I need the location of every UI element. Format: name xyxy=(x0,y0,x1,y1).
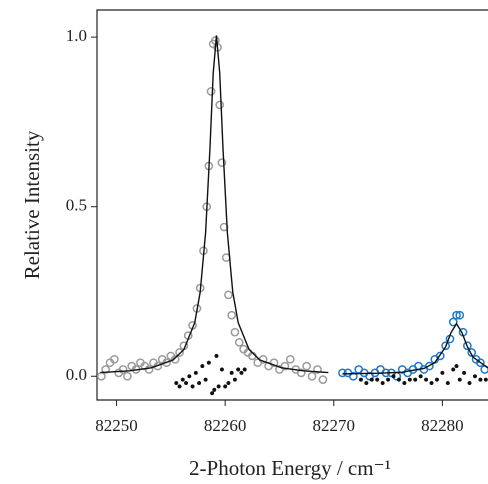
data-point xyxy=(463,341,472,351)
y-tick-label: 0.5 xyxy=(66,196,87,215)
residual-point xyxy=(226,380,231,386)
fit-line xyxy=(342,322,488,375)
residual-point xyxy=(407,377,412,382)
residual-point xyxy=(413,377,418,382)
residual-point xyxy=(380,380,385,386)
residual-point xyxy=(440,370,445,375)
residual-point xyxy=(203,377,208,382)
data-point xyxy=(441,341,450,351)
residual-point xyxy=(375,377,380,382)
data-point xyxy=(280,361,290,371)
data-point xyxy=(296,368,306,378)
residual-point xyxy=(472,374,478,379)
residual-point xyxy=(483,377,488,382)
data-point xyxy=(101,365,111,374)
residual-point xyxy=(219,367,224,372)
residual-point xyxy=(451,367,456,372)
data-point xyxy=(96,371,106,381)
data-point xyxy=(234,337,244,347)
data-point xyxy=(448,317,458,327)
residual-point xyxy=(402,380,407,386)
residual-point xyxy=(223,384,228,389)
x-tick-label: 82270 xyxy=(313,416,356,435)
residual-point xyxy=(206,360,211,365)
x-tick-label: 82260 xyxy=(204,416,247,435)
residual-point xyxy=(454,364,459,369)
data-point xyxy=(338,368,347,378)
data-point xyxy=(285,354,295,364)
data-point xyxy=(175,348,184,357)
residual-point xyxy=(358,377,363,382)
data-point xyxy=(162,358,171,368)
residual-point xyxy=(232,377,237,382)
residual-point xyxy=(445,380,450,386)
fit-line xyxy=(100,35,329,374)
residual-point xyxy=(424,377,429,382)
data-point xyxy=(215,100,225,110)
data-point xyxy=(123,371,132,381)
residual-point xyxy=(197,380,202,386)
data-point xyxy=(425,361,434,371)
residual-point xyxy=(212,387,217,392)
residual-point xyxy=(193,370,198,375)
residual-point xyxy=(174,380,179,386)
residual-point xyxy=(467,380,472,386)
data-point xyxy=(170,354,180,364)
residual-point xyxy=(236,367,241,372)
residual-point xyxy=(200,364,205,369)
data-point xyxy=(348,371,358,381)
y-axis-label: Relative Intensity xyxy=(20,130,44,279)
residual-point xyxy=(429,380,434,386)
x-axis-label: 2-Photon Energy / cm⁻¹ xyxy=(189,456,391,480)
residual-point xyxy=(462,370,467,375)
data-point xyxy=(118,365,128,374)
data-point xyxy=(227,310,237,320)
residual-point xyxy=(216,384,221,389)
residual-point xyxy=(190,384,195,389)
y-tick-label: 1.0 xyxy=(66,26,87,45)
residual-point xyxy=(177,384,182,389)
residual-point xyxy=(239,370,244,375)
residual-point xyxy=(180,377,185,382)
residual-point xyxy=(391,374,396,379)
residual-point xyxy=(386,377,391,382)
residual-point xyxy=(418,374,423,379)
data-point xyxy=(455,310,465,320)
residual-point xyxy=(369,377,374,382)
residual-point xyxy=(364,380,369,386)
residual-point xyxy=(396,377,401,382)
residual-point xyxy=(242,367,247,372)
residual-point xyxy=(210,391,215,396)
x-tick-label: 82250 xyxy=(95,416,138,435)
data-point xyxy=(313,365,322,374)
axis-frame xyxy=(96,9,488,401)
data-point xyxy=(224,290,233,300)
data-point xyxy=(230,327,240,337)
data-point xyxy=(217,158,227,167)
data-point xyxy=(318,375,328,385)
x-tick-label: 82280 xyxy=(421,416,464,435)
y-tick-label: 0.0 xyxy=(66,365,87,384)
residual-point xyxy=(229,370,234,375)
data-point xyxy=(144,365,154,374)
data-point xyxy=(307,371,317,381)
data-point xyxy=(452,310,461,320)
residual-point xyxy=(214,353,219,358)
data-point xyxy=(269,358,279,368)
residual-point xyxy=(187,374,192,379)
data-point xyxy=(110,354,119,364)
data-point xyxy=(206,87,216,96)
residual-point xyxy=(457,377,462,382)
data-point xyxy=(435,351,445,361)
residual-point xyxy=(434,377,440,382)
data-point xyxy=(302,361,311,371)
residual-point xyxy=(478,377,483,382)
data-point xyxy=(476,358,485,368)
residual-point xyxy=(184,380,189,386)
